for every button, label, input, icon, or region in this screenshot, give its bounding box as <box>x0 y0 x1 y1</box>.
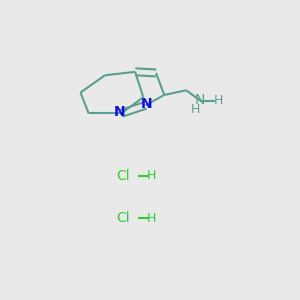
Text: Cl: Cl <box>117 212 130 226</box>
Text: H: H <box>147 212 156 225</box>
Text: N: N <box>140 97 152 111</box>
Text: Cl: Cl <box>117 169 130 183</box>
Text: H: H <box>214 94 223 107</box>
Text: H: H <box>147 169 156 182</box>
Text: N: N <box>114 105 126 119</box>
Text: N: N <box>195 92 206 106</box>
Text: H: H <box>191 103 200 116</box>
